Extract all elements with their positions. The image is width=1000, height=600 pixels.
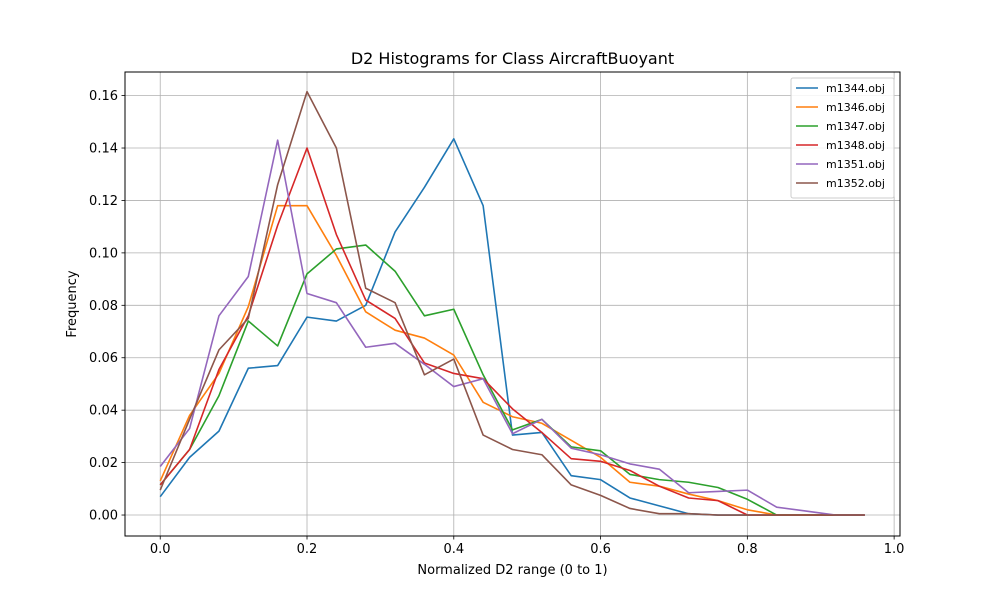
x-tick-label: 0.6 — [590, 542, 611, 557]
y-tick-label: 0.10 — [89, 246, 118, 261]
series-line-m1352-obj — [159, 90, 865, 516]
x-axis-label: Normalized D2 range (0 to 1) — [417, 563, 607, 578]
plot-frame — [124, 71, 901, 537]
legend-label: m1348.obj — [826, 139, 885, 152]
x-tick-label: 0.4 — [443, 542, 464, 557]
ticks: 0.0 0.2 0.4 0.6 0.8 1.0 0.00 0.02 0.04 0.06 0.08 0.… — [89, 89, 904, 557]
legend-label: m1346.obj — [826, 101, 885, 114]
x-tick-label: 0.2 — [297, 542, 318, 557]
x-tick-label: 1.0 — [884, 542, 905, 557]
legend-label: m1347.obj — [826, 120, 885, 133]
series-line-m1346-obj — [159, 204, 865, 516]
y-tick-label: 0.14 — [89, 142, 118, 157]
legend-label: m1352.obj — [826, 177, 885, 190]
y-axis-label: Frequency — [65, 270, 80, 337]
series-line-m1347-obj — [159, 244, 865, 516]
legend-label: m1351.obj — [826, 158, 885, 171]
chart-title: D2 Histograms for Class AircraftBuoyant — [351, 49, 674, 68]
grid — [125, 72, 900, 536]
series-line-m1351-obj — [159, 139, 865, 516]
x-tick-label: 0.0 — [150, 542, 171, 557]
y-tick-label: 0.00 — [89, 509, 118, 524]
y-tick-label: 0.12 — [89, 194, 118, 209]
y-tick-label: 0.08 — [89, 299, 118, 314]
y-tick-label: 0.02 — [89, 456, 118, 471]
x-tick-label: 0.8 — [737, 542, 758, 557]
y-tick-label: 0.04 — [89, 404, 118, 419]
legend: m1344.obj m1346.obj m1347.obj m1348.obj m135… — [790, 77, 895, 199]
series-lines — [159, 90, 865, 516]
y-tick-label: 0.16 — [89, 89, 118, 104]
legend-label: m1344.obj — [826, 82, 885, 95]
y-tick-label: 0.06 — [89, 351, 118, 366]
legend-box — [790, 77, 895, 199]
